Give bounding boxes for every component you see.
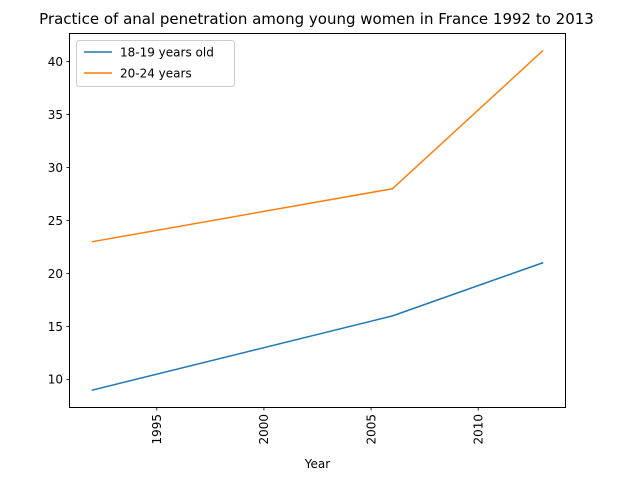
plot-area-frame [69, 33, 566, 408]
x-tick-label: 2005 [364, 414, 378, 445]
y-axis: 10 15 20 25 30 35 40 [48, 55, 70, 387]
y-tick-label: 10 [48, 373, 63, 387]
chart-title: Practice of anal penetration among young… [39, 10, 594, 28]
y-tick-label: 15 [48, 320, 63, 334]
y-tick-label: 20 [48, 267, 63, 281]
series-line-20-24 [91, 49, 544, 243]
series-line-18-19 [91, 261, 544, 391]
x-tick-label: 1995 [150, 414, 164, 445]
legend: 18-19 years old 20-24 years [76, 40, 235, 87]
legend-label-18-19: 18-19 years old [120, 46, 214, 60]
x-axis-title: Year [304, 457, 330, 471]
y-tick-label: 25 [48, 214, 63, 228]
y-tick-label: 30 [48, 161, 63, 175]
x-axis: 1995 2000 2005 2010 [150, 407, 486, 445]
legend-label-20-24: 20-24 years [120, 67, 192, 81]
x-tick-label: 2000 [257, 414, 271, 445]
x-tick-label: 2010 [472, 414, 486, 445]
series-layer [91, 49, 544, 391]
legend-box [76, 40, 235, 87]
y-tick-label: 40 [48, 55, 63, 69]
y-tick-label: 35 [48, 108, 63, 122]
